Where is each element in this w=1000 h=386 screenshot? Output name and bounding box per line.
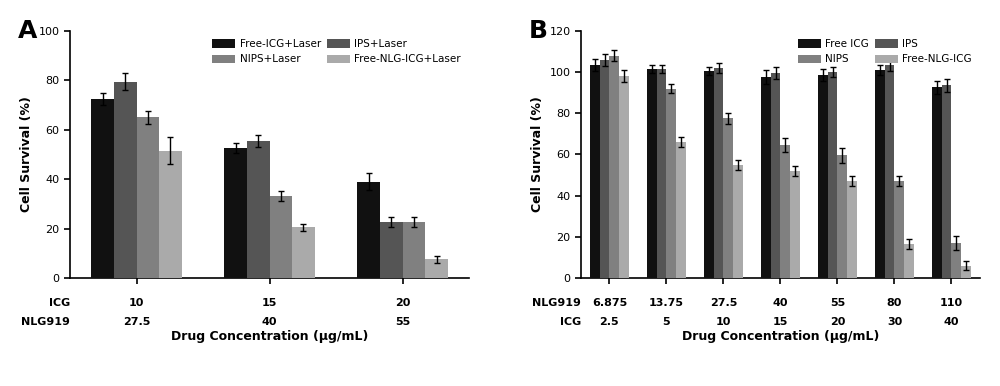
Text: 20: 20: [395, 298, 410, 308]
Bar: [847, 181, 857, 278]
Bar: [951, 243, 961, 278]
X-axis label: Drug Concentration (μg/mL): Drug Concentration (μg/mL): [682, 330, 879, 343]
Text: 55: 55: [395, 317, 410, 327]
Bar: [733, 165, 743, 278]
Text: 110: 110: [940, 298, 963, 308]
X-axis label: Drug Concentration (μg/mL): Drug Concentration (μg/mL): [171, 330, 368, 343]
Bar: [961, 266, 971, 278]
Bar: [380, 222, 403, 278]
Bar: [647, 69, 657, 278]
Text: NLG919: NLG919: [21, 317, 70, 327]
Bar: [137, 117, 159, 278]
Bar: [932, 88, 942, 278]
Text: NLG919: NLG919: [532, 298, 581, 308]
Bar: [676, 142, 686, 278]
Text: 30: 30: [887, 317, 902, 327]
Bar: [761, 77, 771, 278]
Bar: [425, 259, 448, 278]
Bar: [818, 75, 828, 278]
Bar: [270, 196, 292, 278]
Bar: [247, 141, 270, 278]
Text: 15: 15: [262, 298, 277, 308]
Bar: [292, 227, 315, 278]
Legend: Free-ICG+Laser, NIPS+Laser, IPS+Laser, Free-NLG-ICG+Laser: Free-ICG+Laser, NIPS+Laser, IPS+Laser, F…: [209, 36, 464, 68]
Bar: [224, 148, 247, 278]
Bar: [894, 181, 904, 278]
Text: 2.5: 2.5: [600, 317, 619, 327]
Bar: [942, 85, 951, 278]
Bar: [704, 71, 714, 278]
Bar: [657, 69, 666, 278]
Bar: [619, 76, 629, 278]
Text: 80: 80: [887, 298, 902, 308]
Bar: [904, 244, 914, 278]
Text: 10: 10: [716, 317, 731, 327]
Bar: [609, 56, 619, 278]
Text: A: A: [18, 19, 37, 42]
Bar: [875, 70, 885, 278]
Text: 40: 40: [262, 317, 277, 327]
Text: 55: 55: [830, 298, 845, 308]
Text: 5: 5: [663, 317, 670, 327]
Text: ICG: ICG: [49, 298, 70, 308]
Text: 6.875: 6.875: [592, 298, 627, 308]
Legend: Free ICG, NIPS, IPS, Free-NLG-ICG: Free ICG, NIPS, IPS, Free-NLG-ICG: [795, 36, 975, 68]
Bar: [723, 119, 733, 278]
Bar: [666, 88, 676, 278]
Bar: [790, 171, 800, 278]
Text: 10: 10: [129, 298, 144, 308]
Bar: [600, 60, 609, 278]
Text: 40: 40: [944, 317, 959, 327]
Bar: [780, 145, 790, 278]
Bar: [885, 65, 894, 278]
Bar: [357, 181, 380, 278]
Bar: [828, 72, 837, 278]
Text: 20: 20: [830, 317, 845, 327]
Y-axis label: Cell Survival (%): Cell Survival (%): [531, 96, 544, 212]
Bar: [714, 68, 723, 278]
Text: 15: 15: [773, 317, 788, 327]
Text: 27.5: 27.5: [123, 317, 150, 327]
Bar: [91, 99, 114, 278]
Bar: [837, 156, 847, 278]
Text: 27.5: 27.5: [710, 298, 737, 308]
Bar: [771, 73, 780, 278]
Bar: [159, 151, 182, 278]
Y-axis label: Cell Survival (%): Cell Survival (%): [20, 96, 33, 212]
Text: B: B: [529, 19, 548, 42]
Text: 40: 40: [773, 298, 788, 308]
Text: ICG: ICG: [560, 317, 581, 327]
Bar: [114, 81, 137, 278]
Bar: [403, 222, 425, 278]
Bar: [590, 65, 600, 278]
Text: 13.75: 13.75: [649, 298, 684, 308]
